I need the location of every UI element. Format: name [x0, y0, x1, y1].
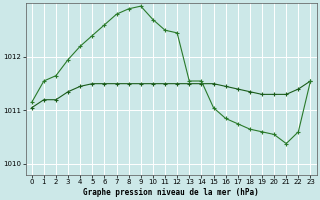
X-axis label: Graphe pression niveau de la mer (hPa): Graphe pression niveau de la mer (hPa) [83, 188, 259, 197]
